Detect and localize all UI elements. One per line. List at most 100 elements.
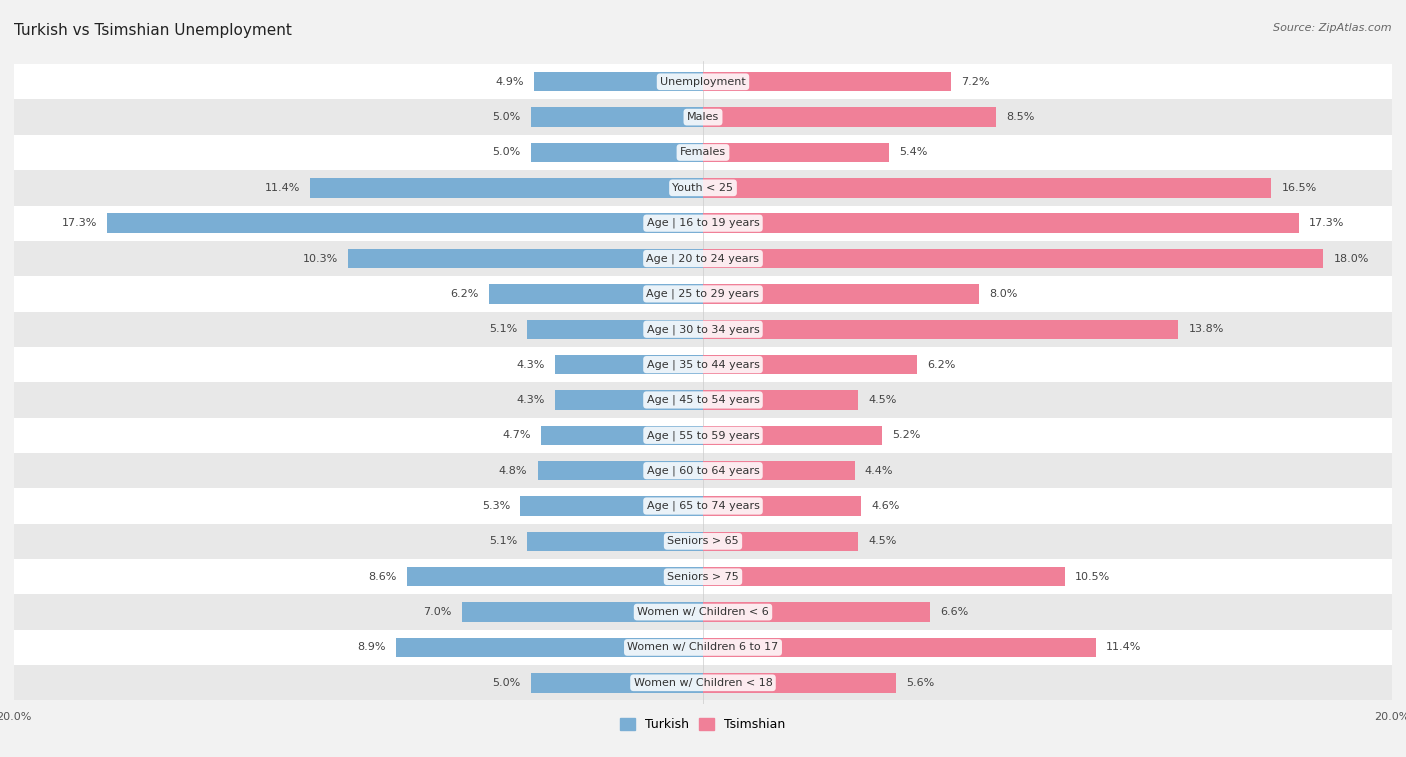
Text: Age | 65 to 74 years: Age | 65 to 74 years — [647, 501, 759, 511]
Bar — [527, 319, 703, 339]
Text: Youth < 25: Youth < 25 — [672, 183, 734, 193]
Bar — [311, 178, 703, 198]
Bar — [703, 107, 995, 127]
Text: 7.0%: 7.0% — [423, 607, 451, 617]
Text: 4.7%: 4.7% — [502, 430, 531, 441]
Text: 8.5%: 8.5% — [1007, 112, 1035, 122]
Bar — [396, 637, 703, 657]
Text: Seniors > 75: Seniors > 75 — [666, 572, 740, 581]
Text: 5.2%: 5.2% — [893, 430, 921, 441]
Text: 4.6%: 4.6% — [872, 501, 900, 511]
Text: Males: Males — [688, 112, 718, 122]
Text: 6.2%: 6.2% — [451, 289, 479, 299]
Bar — [14, 135, 1392, 170]
Bar — [703, 72, 950, 92]
Text: 11.4%: 11.4% — [1107, 643, 1142, 653]
Text: 5.1%: 5.1% — [489, 537, 517, 547]
Bar — [703, 567, 1064, 587]
Text: 5.1%: 5.1% — [489, 324, 517, 335]
Text: Age | 35 to 44 years: Age | 35 to 44 years — [647, 360, 759, 370]
Bar — [520, 497, 703, 516]
Bar — [703, 249, 1323, 268]
Bar — [703, 461, 855, 481]
Text: 18.0%: 18.0% — [1333, 254, 1369, 263]
Bar — [703, 673, 896, 693]
Bar — [14, 665, 1392, 700]
Text: 4.9%: 4.9% — [495, 76, 524, 87]
Bar — [534, 72, 703, 92]
Text: Age | 20 to 24 years: Age | 20 to 24 years — [647, 254, 759, 263]
Legend: Turkish, Tsimshian: Turkish, Tsimshian — [616, 713, 790, 737]
Text: 7.2%: 7.2% — [962, 76, 990, 87]
Bar — [14, 205, 1392, 241]
Text: Females: Females — [681, 148, 725, 157]
Bar — [14, 312, 1392, 347]
Bar — [14, 488, 1392, 524]
Text: 5.3%: 5.3% — [482, 501, 510, 511]
Text: 4.5%: 4.5% — [869, 537, 897, 547]
Text: 17.3%: 17.3% — [62, 218, 97, 228]
Bar — [14, 453, 1392, 488]
Bar — [14, 418, 1392, 453]
Text: 4.4%: 4.4% — [865, 466, 893, 475]
Bar — [14, 241, 1392, 276]
Bar — [349, 249, 703, 268]
Bar — [14, 276, 1392, 312]
Bar — [14, 99, 1392, 135]
Bar — [703, 497, 862, 516]
Text: Age | 30 to 34 years: Age | 30 to 34 years — [647, 324, 759, 335]
Text: Age | 60 to 64 years: Age | 60 to 64 years — [647, 466, 759, 476]
Text: 5.4%: 5.4% — [900, 148, 928, 157]
Text: 11.4%: 11.4% — [264, 183, 299, 193]
Text: 5.0%: 5.0% — [492, 678, 520, 688]
Bar — [555, 355, 703, 374]
Bar — [527, 531, 703, 551]
Text: Women w/ Children < 6: Women w/ Children < 6 — [637, 607, 769, 617]
Text: 4.8%: 4.8% — [499, 466, 527, 475]
Bar — [14, 64, 1392, 99]
Bar — [406, 567, 703, 587]
Bar — [703, 637, 1095, 657]
Text: Age | 16 to 19 years: Age | 16 to 19 years — [647, 218, 759, 229]
Bar — [531, 143, 703, 162]
Bar — [555, 391, 703, 410]
Bar — [489, 284, 703, 304]
Text: Age | 45 to 54 years: Age | 45 to 54 years — [647, 394, 759, 405]
Text: 6.6%: 6.6% — [941, 607, 969, 617]
Bar — [703, 319, 1178, 339]
Text: 4.3%: 4.3% — [516, 395, 544, 405]
Bar — [703, 425, 882, 445]
Text: 10.5%: 10.5% — [1076, 572, 1111, 581]
Text: 6.2%: 6.2% — [927, 360, 955, 369]
Text: 5.6%: 5.6% — [907, 678, 935, 688]
Bar — [461, 603, 703, 621]
Text: 17.3%: 17.3% — [1309, 218, 1344, 228]
Text: 4.5%: 4.5% — [869, 395, 897, 405]
Text: 5.0%: 5.0% — [492, 148, 520, 157]
Bar — [703, 603, 931, 621]
Text: Unemployment: Unemployment — [661, 76, 745, 87]
Bar — [703, 213, 1299, 233]
Bar — [703, 391, 858, 410]
Bar — [531, 673, 703, 693]
Bar — [703, 284, 979, 304]
Bar — [14, 559, 1392, 594]
Bar — [703, 178, 1271, 198]
Bar — [703, 531, 858, 551]
Bar — [14, 630, 1392, 665]
Text: 10.3%: 10.3% — [302, 254, 337, 263]
Text: Women w/ Children 6 to 17: Women w/ Children 6 to 17 — [627, 643, 779, 653]
Text: Women w/ Children < 18: Women w/ Children < 18 — [634, 678, 772, 688]
Bar — [703, 143, 889, 162]
Bar — [14, 347, 1392, 382]
Text: 8.9%: 8.9% — [357, 643, 387, 653]
Bar — [537, 461, 703, 481]
Text: 16.5%: 16.5% — [1282, 183, 1317, 193]
Bar — [14, 170, 1392, 205]
Bar — [703, 355, 917, 374]
Text: 8.6%: 8.6% — [368, 572, 396, 581]
Bar — [14, 594, 1392, 630]
Bar — [107, 213, 703, 233]
Text: 5.0%: 5.0% — [492, 112, 520, 122]
Text: 4.3%: 4.3% — [516, 360, 544, 369]
